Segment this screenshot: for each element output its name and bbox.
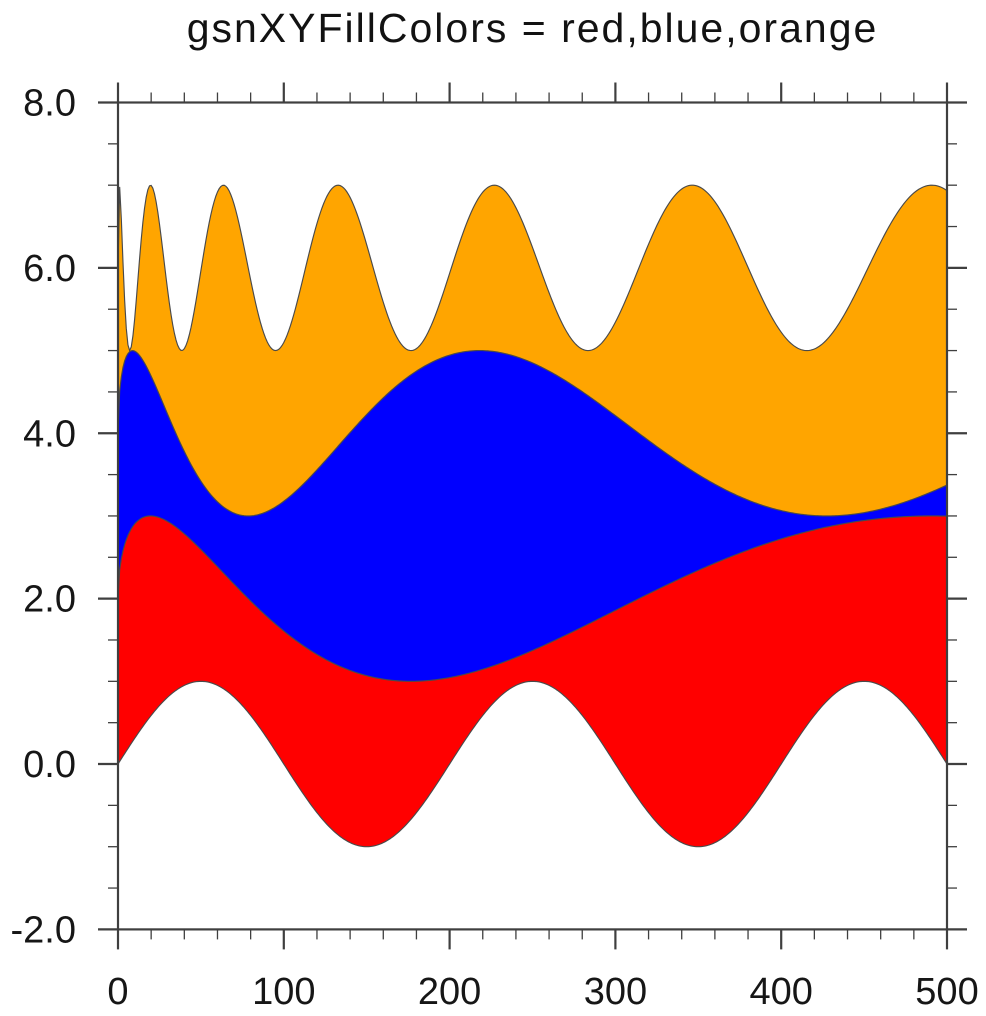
curve-y2 bbox=[117, 515, 948, 682]
curve-y1 bbox=[117, 680, 948, 848]
x-axis-tick-label: 0 bbox=[107, 971, 128, 1013]
y-axis-tick-label: 4.0 bbox=[23, 413, 76, 455]
y-axis-tick-label: 6.0 bbox=[23, 248, 76, 290]
y-axis-tick-label: 8.0 bbox=[23, 83, 76, 125]
x-axis-tick-label: 100 bbox=[252, 971, 315, 1013]
chart-title: gsnXYFillColors = red,blue,orange bbox=[186, 5, 879, 51]
x-axis-tick-label: 500 bbox=[915, 971, 978, 1013]
curve-y3 bbox=[117, 349, 948, 517]
curve-y4 bbox=[117, 184, 948, 353]
x-axis-tick-label: 400 bbox=[749, 971, 812, 1013]
y-axis-tick-label: 2.0 bbox=[23, 579, 76, 621]
x-axis-tick-label: 200 bbox=[418, 971, 481, 1013]
y-axis-tick-label: -2.0 bbox=[11, 909, 76, 951]
orange-fill-area bbox=[118, 185, 947, 516]
blue-fill-area bbox=[118, 350, 947, 682]
y-axis-tick-label: 0.0 bbox=[23, 744, 76, 786]
x-axis-tick-label: 300 bbox=[584, 971, 647, 1013]
